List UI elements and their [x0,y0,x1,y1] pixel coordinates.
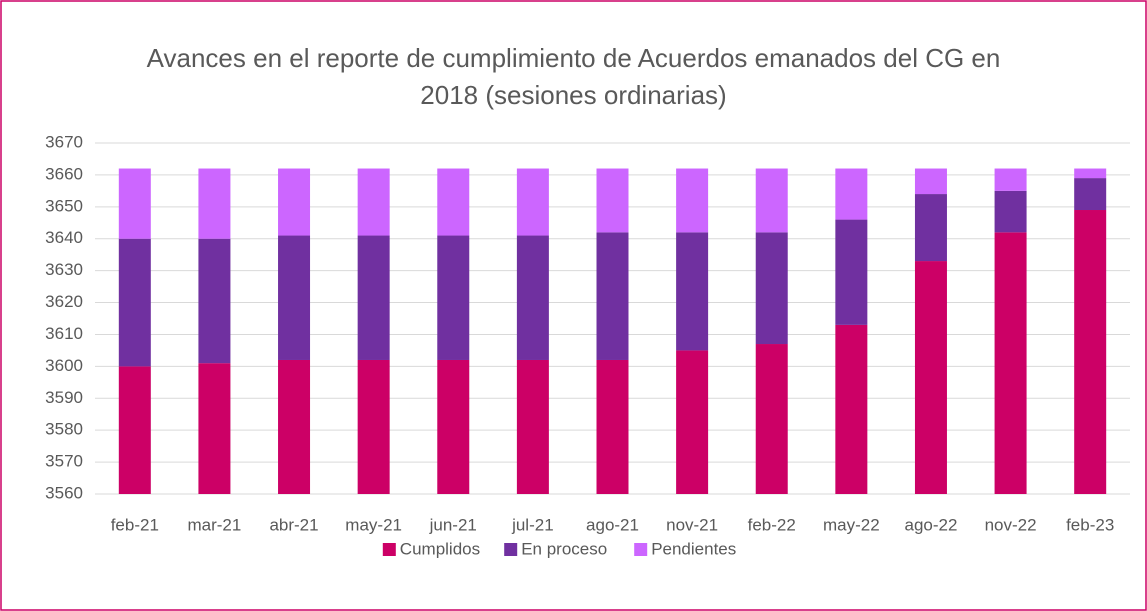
y-tick-label: 3660 [45,164,83,183]
bar-segment [516,235,549,360]
y-tick-label: 3590 [45,388,83,407]
bar-segment [198,238,231,364]
y-tick-label: 3630 [45,260,83,279]
y-tick-label: 3620 [45,292,83,311]
y-tick-label: 3640 [45,228,83,247]
bar-segment [596,168,629,233]
y-tick-label: 3580 [45,420,83,439]
x-tick-label: ago-22 [904,515,957,534]
bar-segment [357,359,390,494]
legend-swatch [504,543,518,556]
bar-segment [118,366,151,494]
bar-segment [1074,178,1107,211]
bar-segment [994,232,1027,494]
bar-segment [914,194,947,262]
bar-segment [755,232,788,345]
y-tick-label: 3570 [45,452,83,471]
y-tick-label: 3650 [45,196,83,215]
bar-segment [357,235,390,360]
bar-segment [676,168,709,233]
bar-segment [596,359,629,494]
x-tick-label: ago-21 [586,515,639,534]
x-tick-label: mar-21 [187,515,241,534]
x-tick-label: nov-21 [666,515,718,534]
bar-segment [357,168,390,236]
bar-segment [437,235,470,360]
bar-segment [755,168,788,233]
x-tick-label: feb-23 [1066,515,1114,534]
bar-segment [676,232,709,351]
bar-segment [914,261,947,494]
x-tick-label: feb-22 [748,515,796,534]
y-tick-label: 3670 [45,132,83,151]
bar-segment [835,324,868,494]
bar-segment [118,168,151,239]
legend-label: Cumplidos [400,539,480,558]
x-tick-label: nov-22 [985,515,1037,534]
bar-segment [437,359,470,494]
legend-swatch [382,543,396,556]
chart-title: Avances en el reporte de cumplimiento de… [146,43,1001,110]
bar-segment [1074,168,1107,179]
legend-swatch [634,543,648,556]
bar-segment [755,344,788,494]
y-tick-label: 3610 [45,324,83,343]
x-tick-label: may-21 [345,515,402,534]
bar-segment [198,363,231,494]
legend-label: Pendientes [651,539,736,558]
bar-segment [437,168,470,236]
y-tick-label: 3560 [45,483,83,502]
bar-segment [278,168,311,236]
bar-segment [596,232,629,360]
x-tick-label: abr-21 [269,515,318,534]
bar-segment [118,238,151,367]
legend-label: En proceso [521,539,607,558]
x-tick-label: may-22 [823,515,880,534]
y-tick-label: 3600 [45,356,83,375]
bar-segment [278,235,311,360]
bar-segment [198,168,231,239]
bar-segment [994,190,1027,233]
bar-segment [835,219,868,325]
bar-segment [1074,210,1107,494]
bar-segment [516,359,549,494]
bar-segment [994,168,1027,191]
x-tick-label: jun-21 [429,515,477,534]
x-tick-label: jul-21 [511,515,554,534]
bar-segment [835,168,868,220]
bar-segment [516,168,549,236]
bar-segment [278,359,311,494]
bar-segment [676,350,709,494]
x-tick-label: feb-21 [111,515,159,534]
bar-segment [914,168,947,195]
